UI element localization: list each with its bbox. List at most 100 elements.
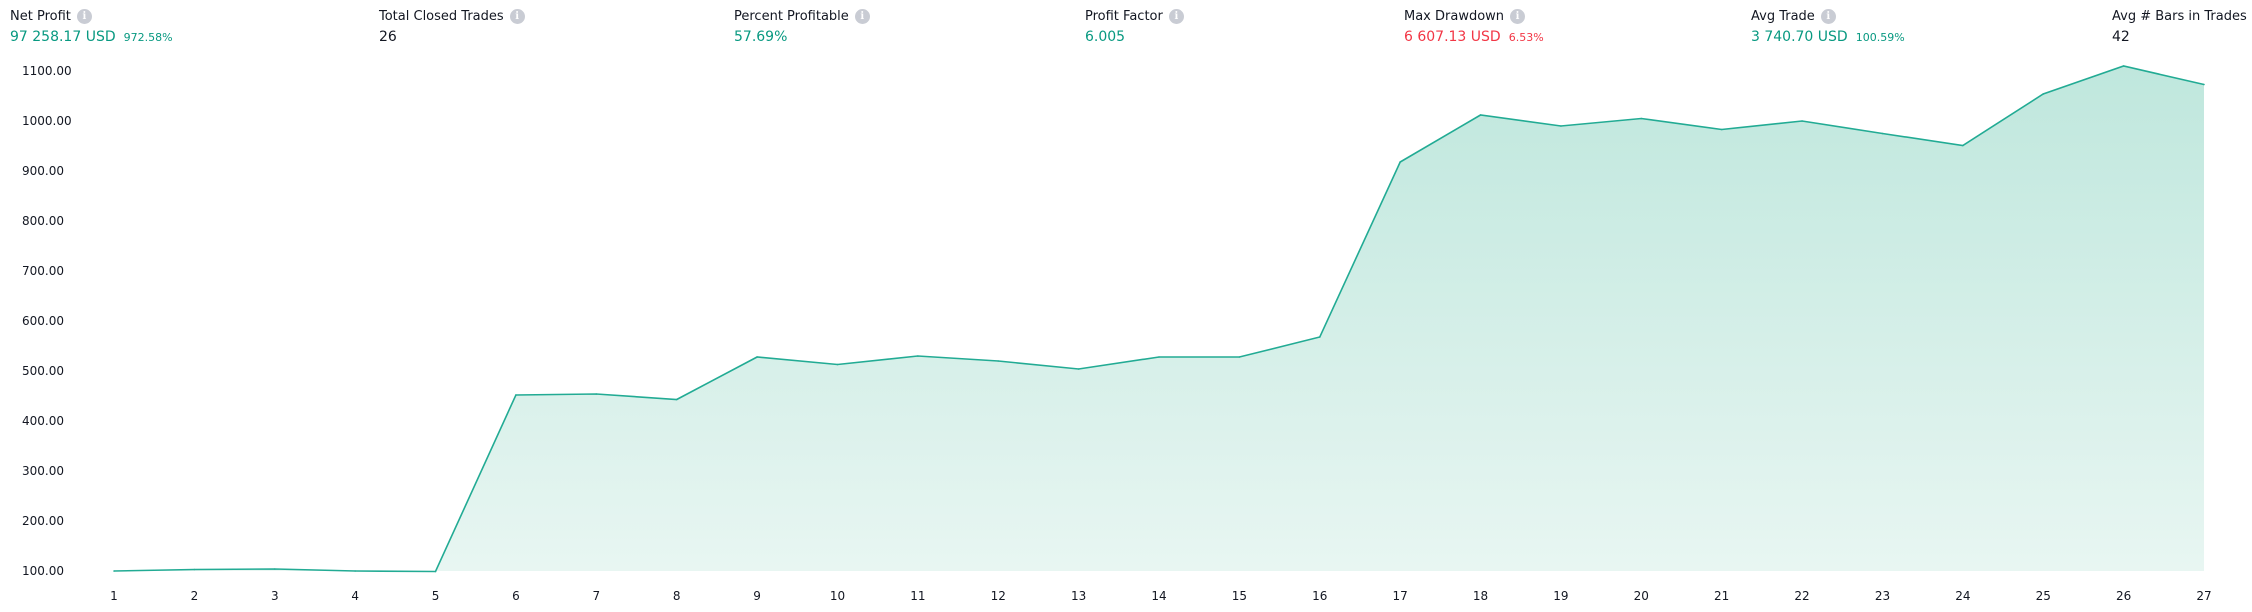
data-point (354, 570, 356, 572)
total-closed-trades-value: 26 (379, 29, 397, 45)
y-tick-label: 100.00 (22, 564, 64, 578)
data-point (836, 363, 839, 366)
y-tick-label: 400.00 (22, 414, 64, 428)
data-point (675, 398, 678, 401)
info-icon[interactable]: i (1510, 9, 1526, 24)
profit-factor-label: Profit Factor (1085, 9, 1163, 24)
x-tick-label: 12 (991, 589, 1006, 603)
x-tick-label: 23 (1875, 589, 1890, 603)
avg-trade-percent: 100.59% (1855, 31, 1905, 44)
info-icon[interactable]: i (509, 9, 525, 24)
avg-bars-value: 42 (2112, 29, 2130, 45)
profit-factor-value: 6.005 (1085, 29, 1126, 45)
data-point (1399, 161, 1401, 163)
info-icon[interactable]: i (76, 9, 92, 24)
data-point (434, 570, 437, 573)
equity-area-fill (114, 66, 2204, 572)
data-point (2042, 93, 2045, 95)
stat-net-profit: Net Profit i 97 258.17 USD 972.58% (10, 8, 173, 47)
x-tick-label: 16 (1312, 589, 1327, 603)
data-point (595, 393, 598, 395)
avg-trade-value: 3 740.70 USD (1751, 29, 1848, 45)
y-axis: 100.00 200.00 300.00 400.00 500.00 600.00 700.… (22, 64, 72, 578)
avg-trade-label: Avg Trade (1751, 9, 1815, 24)
x-tick-label: 24 (1955, 589, 1970, 603)
data-point (2203, 83, 2205, 86)
net-profit-label: Net Profit (10, 9, 71, 24)
x-tick-label: 1 (110, 589, 118, 603)
x-tick-label: 21 (1714, 589, 1729, 603)
x-tick-label: 9 (753, 589, 761, 603)
data-point (113, 570, 115, 572)
stat-total-closed-trades: Total Closed Trades i 26 (379, 8, 525, 46)
performance-summary: Net Profit i 97 258.17 USD 972.58% Total … (0, 0, 2252, 56)
info-icon[interactable]: i (854, 9, 870, 24)
x-tick-label: 20 (1634, 589, 1649, 603)
info-icon[interactable]: i (1168, 9, 1184, 24)
max-drawdown-label: Max Drawdown (1404, 9, 1505, 24)
x-tick-label: 17 (1393, 589, 1408, 603)
y-tick-label: 900.00 (22, 164, 64, 178)
x-tick-label: 7 (592, 589, 600, 603)
data-points (113, 65, 2205, 573)
net-profit-percent: 972.58% (123, 31, 173, 44)
y-tick-label: 1000.00 (22, 114, 72, 128)
y-tick-label: 700.00 (22, 264, 64, 278)
x-tick-label: 26 (2116, 589, 2131, 603)
data-point (193, 568, 196, 571)
y-tick-label: 800.00 (22, 214, 64, 228)
avg-bars-label: Avg # Bars in Trades (2112, 9, 2247, 24)
info-icon[interactable]: i (1820, 9, 1836, 24)
percent-profitable-value: 57.69% (734, 29, 788, 45)
x-tick-label: 5 (432, 589, 440, 603)
stat-profit-factor: Profit Factor i 6.005 (1085, 8, 1184, 46)
data-point (1158, 356, 1160, 358)
x-tick-label: 19 (1553, 589, 1568, 603)
x-tick-label: 25 (2036, 589, 2051, 603)
y-tick-label: 600.00 (22, 314, 64, 328)
y-tick-label: 1100.00 (22, 64, 72, 78)
y-tick-label: 300.00 (22, 464, 64, 478)
max-drawdown-percent: 6.53% (1508, 31, 1544, 44)
x-axis: 1 2 3 4 5 6 7 8 9 10 11 12 13 14 15 16 17 18 19 20 21 22 23 24 2… (110, 589, 2211, 603)
data-point (1881, 132, 1884, 135)
total-closed-trades-label: Total Closed Trades (379, 9, 504, 24)
data-point (756, 356, 758, 358)
x-tick-label: 4 (351, 589, 359, 603)
x-tick-label: 8 (673, 589, 681, 603)
x-tick-label: 6 (512, 589, 520, 603)
y-tick-label: 500.00 (22, 364, 64, 378)
data-point (997, 360, 1000, 362)
x-tick-label: 14 (1151, 589, 1166, 603)
data-point (1962, 144, 1964, 147)
x-tick-label: 3 (271, 589, 279, 603)
data-point (1479, 114, 1482, 116)
percent-profitable-label: Percent Profitable (734, 9, 849, 24)
data-point (917, 355, 919, 357)
x-tick-label: 11 (910, 589, 925, 603)
data-point (1560, 125, 1562, 127)
y-tick-label: 200.00 (22, 514, 64, 528)
x-tick-label: 18 (1473, 589, 1488, 603)
stat-percent-profitable: Percent Profitable i 57.69% (734, 8, 870, 46)
data-point (515, 394, 517, 396)
data-point (1720, 128, 1723, 131)
net-profit-value: 97 258.17 USD (10, 29, 116, 45)
stat-max-drawdown: Max Drawdown i 6 607.13 USD 6.53% (1404, 8, 1544, 47)
data-point (273, 568, 276, 570)
data-point (2122, 65, 2125, 67)
x-tick-label: 2 (191, 589, 199, 603)
data-point (1318, 336, 1321, 338)
data-point (1238, 356, 1241, 358)
x-tick-label: 22 (1794, 589, 1809, 603)
x-tick-label: 13 (1071, 589, 1086, 603)
stat-avg-trade: Avg Trade i 3 740.70 USD 100.59% (1751, 8, 1905, 47)
x-tick-label: 15 (1232, 589, 1247, 603)
x-tick-label: 10 (830, 589, 845, 603)
x-tick-label: 27 (2196, 589, 2211, 603)
data-point (1077, 368, 1080, 370)
stat-avg-bars-in-trades: Avg # Bars in Trades i 42 (2112, 8, 2252, 46)
data-point (1640, 117, 1643, 120)
max-drawdown-value: 6 607.13 USD (1404, 29, 1501, 45)
